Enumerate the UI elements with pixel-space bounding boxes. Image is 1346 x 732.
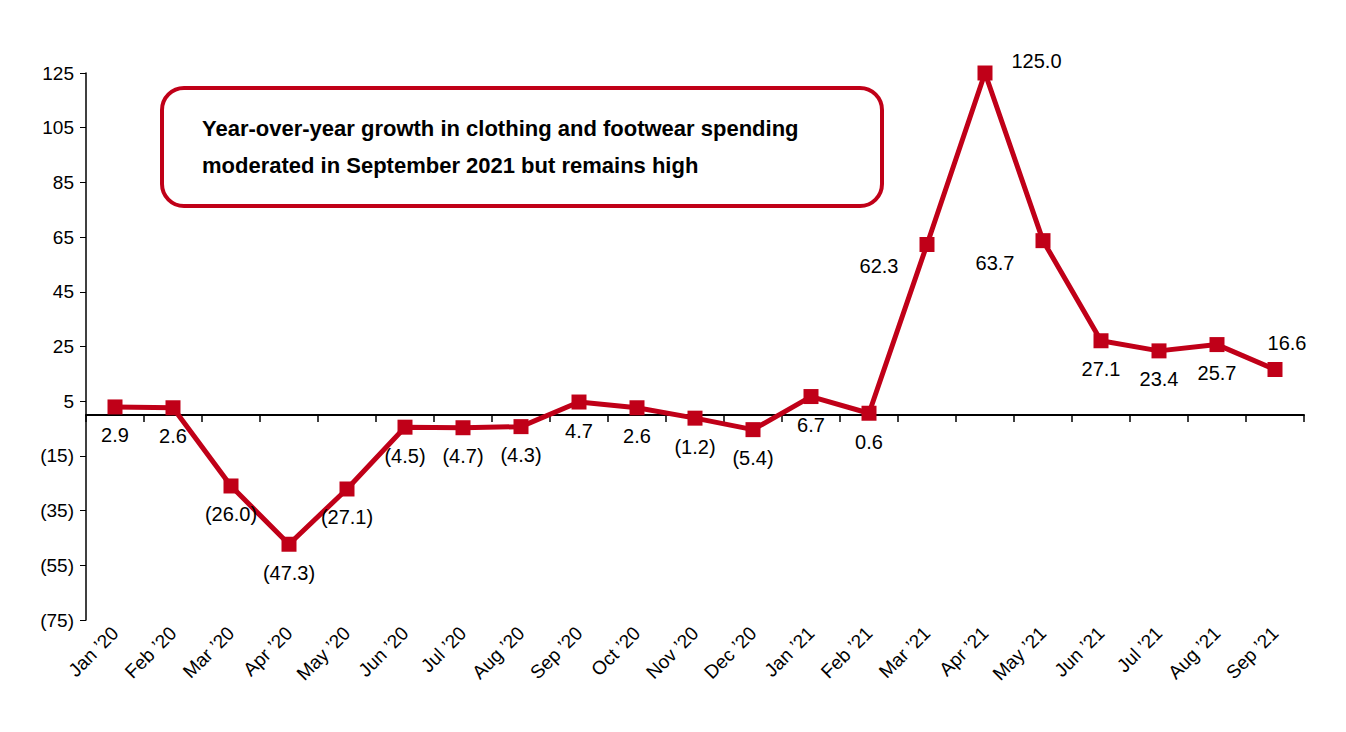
svg-text:45: 45 <box>53 281 74 302</box>
svg-text:Aug ’21: Aug ’21 <box>1164 623 1224 683</box>
svg-text:16.6: 16.6 <box>1268 332 1307 354</box>
svg-text:(47.3): (47.3) <box>263 562 315 584</box>
svg-text:125.0: 125.0 <box>1012 50 1062 72</box>
svg-text:Jun ’21: Jun ’21 <box>1050 623 1108 681</box>
svg-text:65: 65 <box>53 227 74 248</box>
svg-text:(27.1): (27.1) <box>321 506 373 528</box>
svg-text:moderated in September 2021 bu: moderated in September 2021 but remains … <box>202 153 698 178</box>
svg-text:Jan ’21: Jan ’21 <box>760 623 818 681</box>
svg-text:Jul ’21: Jul ’21 <box>1113 623 1167 677</box>
svg-text:25: 25 <box>53 336 74 357</box>
svg-text:Feb ’21: Feb ’21 <box>817 623 877 683</box>
svg-text:125: 125 <box>42 63 74 84</box>
svg-text:27.1: 27.1 <box>1082 358 1121 380</box>
svg-text:5: 5 <box>63 391 74 412</box>
svg-text:May ’21: May ’21 <box>989 623 1051 685</box>
svg-text:0.6: 0.6 <box>855 431 883 453</box>
svg-text:(15): (15) <box>40 445 74 466</box>
svg-text:6.7: 6.7 <box>797 414 825 436</box>
svg-text:2.6: 2.6 <box>623 425 651 447</box>
svg-text:Oct ’20: Oct ’20 <box>587 623 644 680</box>
svg-text:Nov ’20: Nov ’20 <box>642 623 702 683</box>
svg-text:25.7: 25.7 <box>1198 362 1237 384</box>
svg-text:Jul ’20: Jul ’20 <box>417 623 471 677</box>
svg-text:May ’20: May ’20 <box>293 623 355 685</box>
svg-text:62.3: 62.3 <box>860 255 899 277</box>
svg-text:Jun ’20: Jun ’20 <box>354 623 412 681</box>
svg-text:(4.3): (4.3) <box>500 444 541 466</box>
svg-text:(75): (75) <box>40 610 74 631</box>
svg-text:63.7: 63.7 <box>976 252 1015 274</box>
svg-text:Feb ’20: Feb ’20 <box>121 623 181 683</box>
svg-text:(4.7): (4.7) <box>442 445 483 467</box>
svg-text:Dec ’20: Dec ’20 <box>700 623 760 683</box>
svg-text:2.9: 2.9 <box>101 424 129 446</box>
svg-text:23.4: 23.4 <box>1140 368 1179 390</box>
svg-text:Jan ’20: Jan ’20 <box>64 623 122 681</box>
svg-text:Aug ’20: Aug ’20 <box>468 623 528 683</box>
svg-text:85: 85 <box>53 172 74 193</box>
svg-text:105: 105 <box>42 117 74 138</box>
svg-text:(55): (55) <box>40 555 74 576</box>
svg-text:Mar ’21: Mar ’21 <box>875 623 935 683</box>
svg-text:(1.2): (1.2) <box>674 436 715 458</box>
svg-text:Sep ’20: Sep ’20 <box>526 623 586 683</box>
svg-text:(5.4): (5.4) <box>732 447 773 469</box>
svg-text:Mar ’20: Mar ’20 <box>179 623 239 683</box>
svg-text:Sep ’21: Sep ’21 <box>1222 623 1282 683</box>
svg-text:Apr ’21: Apr ’21 <box>935 623 992 680</box>
svg-text:Year-over-year growth in cloth: Year-over-year growth in clothing and fo… <box>202 116 805 141</box>
svg-text:Apr ’20: Apr ’20 <box>239 623 296 680</box>
svg-text:4.7: 4.7 <box>565 420 593 442</box>
svg-text:(4.5): (4.5) <box>384 445 425 467</box>
svg-text:2.6: 2.6 <box>159 425 187 447</box>
svg-text:(35): (35) <box>40 500 74 521</box>
svg-text:(26.0): (26.0) <box>205 503 257 525</box>
